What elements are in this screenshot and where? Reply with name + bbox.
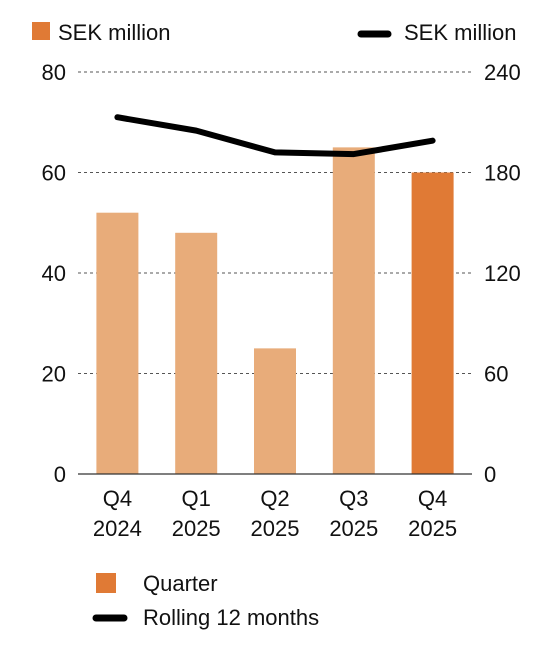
category-label-line1: Q4 xyxy=(103,486,132,511)
bar-4 xyxy=(411,172,454,474)
right-tick-label: 60 xyxy=(484,362,508,387)
left-tick-label: 20 xyxy=(42,362,66,387)
bar-0 xyxy=(96,212,139,474)
category-label-line1: Q4 xyxy=(418,486,447,511)
category-label-line2: 2025 xyxy=(329,516,378,541)
rolling-12-months-line xyxy=(114,114,436,158)
legend-label-quarter: Quarter xyxy=(143,571,218,596)
right-tick-label: 240 xyxy=(484,60,521,85)
bar-2 xyxy=(254,348,296,474)
right-axis-ticks: 0 60 120 180 240 xyxy=(484,60,521,487)
category-label-line1: Q3 xyxy=(339,486,368,511)
right-axis-label: SEK million xyxy=(404,20,516,45)
legend-swatch-quarter xyxy=(96,573,116,593)
left-axis-label: SEK million xyxy=(58,20,170,45)
right-tick-label: 180 xyxy=(484,161,521,186)
category-label-line2: 2025 xyxy=(172,516,221,541)
right-tick-label: 120 xyxy=(484,261,521,286)
left-tick-label: 0 xyxy=(54,462,66,487)
category-label-line1: Q2 xyxy=(260,486,289,511)
left-axis-ticks: 0 20 40 60 80 xyxy=(42,60,66,487)
category-label-line1: Q1 xyxy=(182,486,211,511)
category-labels: Q4 2024 Q1 2025 Q2 2025 Q3 2025 Q4 2025 xyxy=(93,486,457,541)
bar-1 xyxy=(175,232,218,474)
left-tick-label: 60 xyxy=(42,161,66,186)
right-tick-label: 0 xyxy=(484,462,496,487)
left-tick-label: 80 xyxy=(42,60,66,85)
left-tick-label: 40 xyxy=(42,261,66,286)
left-axis-legend-swatch xyxy=(32,22,50,40)
category-label-line2: 2025 xyxy=(251,516,300,541)
category-label-line2: 2025 xyxy=(408,516,457,541)
category-label-line2: 2024 xyxy=(93,516,142,541)
bar-3 xyxy=(332,147,375,474)
line-series xyxy=(114,114,436,158)
bar-series xyxy=(96,147,454,474)
legend-label-rolling: Rolling 12 months xyxy=(143,605,319,630)
